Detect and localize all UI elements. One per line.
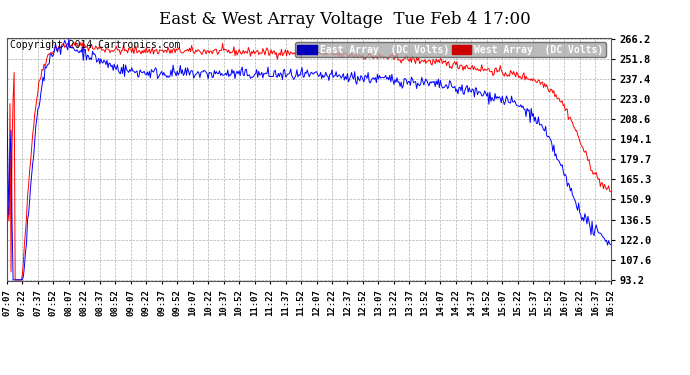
Text: East & West Array Voltage  Tue Feb 4 17:00: East & West Array Voltage Tue Feb 4 17:0…	[159, 11, 531, 28]
Legend: East Array  (DC Volts), West Array  (DC Volts): East Array (DC Volts), West Array (DC Vo…	[295, 42, 606, 57]
Text: Copyright 2014 Cartronics.com: Copyright 2014 Cartronics.com	[10, 40, 180, 50]
